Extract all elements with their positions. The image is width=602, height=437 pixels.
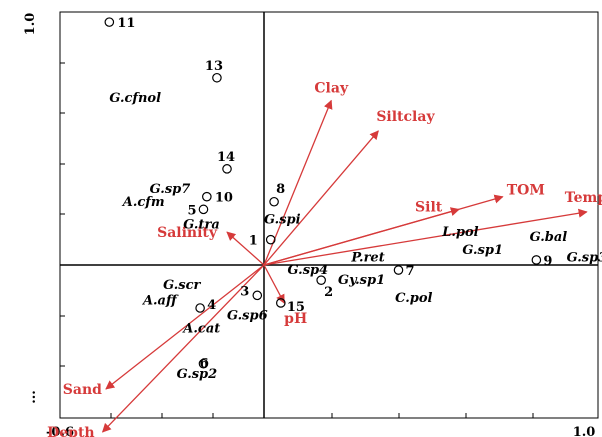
- site-point-8: [269, 196, 279, 207]
- variable-label-tom: TOM: [507, 183, 545, 199]
- species-label-a-cat: A.cat: [181, 321, 220, 336]
- site-point-2: [316, 275, 326, 285]
- species-label-a-cfm: A.cfm: [121, 195, 165, 210]
- site-label-15: 15: [287, 300, 305, 315]
- site-point-10: [202, 191, 212, 202]
- arrow-silt: [263, 207, 460, 266]
- variable-label-depth: Depth: [47, 425, 94, 437]
- species-label-g-sp4: G.sp4: [288, 263, 329, 278]
- variable-label-temp: Temp: [565, 190, 602, 206]
- species-label-g-bal: G.bal: [530, 230, 568, 245]
- arrow-depth: [101, 264, 265, 433]
- site-label-8: 8: [276, 182, 285, 197]
- site-label-2: 2: [324, 285, 333, 300]
- species-label-a-aff: A.aff: [141, 293, 179, 308]
- species-label-l-pol: L.pol: [441, 225, 478, 240]
- x-tick-min: -0.6: [46, 425, 74, 437]
- site-label-9: 9: [543, 254, 552, 269]
- site-point-6: [198, 358, 209, 369]
- species-label-g-sp1: G.sp1: [462, 243, 503, 258]
- variable-label-silt: Silt: [415, 199, 443, 215]
- site-label-5: 5: [187, 203, 196, 218]
- species-label-g-sp3: G.sp3: [567, 250, 602, 265]
- site-label-10: 10: [215, 191, 233, 206]
- species-label-p-ret: P.ret: [350, 250, 384, 265]
- y-tick-max: 1.0: [23, 13, 38, 36]
- site-point-7: [393, 265, 404, 275]
- species-label-c-pol: C.pol: [395, 291, 432, 306]
- arrow-siltclay: [263, 130, 379, 266]
- site-label-3: 3: [240, 284, 249, 299]
- species-label-g-scr: G.scr: [163, 278, 201, 293]
- species-label-g-cfnol: G.cfnol: [109, 91, 161, 106]
- variable-label-ph: pH: [284, 311, 307, 327]
- site-label-13: 13: [205, 59, 223, 74]
- site-point-13: [212, 72, 222, 83]
- y-tick-min: ...: [24, 390, 39, 404]
- arrow-salinity: [226, 231, 265, 266]
- variable-label-siltclay: Siltclay: [376, 109, 435, 125]
- plot-frame: [59, 11, 599, 419]
- species-label-g-spi: G.spi: [264, 212, 301, 227]
- site-point-3: [252, 290, 263, 301]
- site-label-14: 14: [217, 150, 235, 165]
- site-point-4: [195, 303, 205, 313]
- site-label-1: 1: [249, 234, 258, 249]
- site-label-7: 7: [406, 264, 415, 279]
- species-label-g-sp6: G.sp6: [227, 309, 268, 324]
- variable-label-clay: Clay: [314, 81, 349, 97]
- species-label-g-tra: G.tra: [183, 218, 219, 233]
- arrow-temp: [263, 208, 588, 266]
- variable-label-sand: Sand: [63, 382, 102, 398]
- x-axis-ticks: [110, 413, 534, 418]
- species-label-g-sp7: G.sp7: [150, 182, 191, 197]
- arrow-sand: [105, 264, 265, 390]
- species-label-gy-sp1: Gy.sp1: [338, 273, 385, 288]
- arrow-clay: [263, 99, 333, 266]
- variable-arrows: Clay Siltclay TOM Silt Temp Salinity pH Sand Dep…: [47, 81, 602, 437]
- arrow-ph: [263, 264, 285, 304]
- site-label-6: 6: [199, 357, 208, 372]
- site-point-15: [276, 298, 286, 308]
- site-points: 11 13 14 10 5 8 1 7 2 9 3 4 15 6: [104, 16, 552, 372]
- x-tick-max: 1.0: [573, 425, 596, 437]
- y-axis-ticks: [60, 11, 65, 367]
- variable-label-salinity: Salinity: [157, 225, 218, 241]
- site-point-1: [265, 234, 276, 245]
- site-label-4: 4: [207, 298, 216, 313]
- site-point-5: [198, 204, 209, 215]
- site-point-11: [104, 17, 115, 27]
- species-label-g-sp2: G.sp2: [177, 367, 218, 382]
- site-point-14: [222, 164, 232, 174]
- site-label-11: 11: [117, 16, 135, 31]
- site-point-9: [531, 255, 542, 265]
